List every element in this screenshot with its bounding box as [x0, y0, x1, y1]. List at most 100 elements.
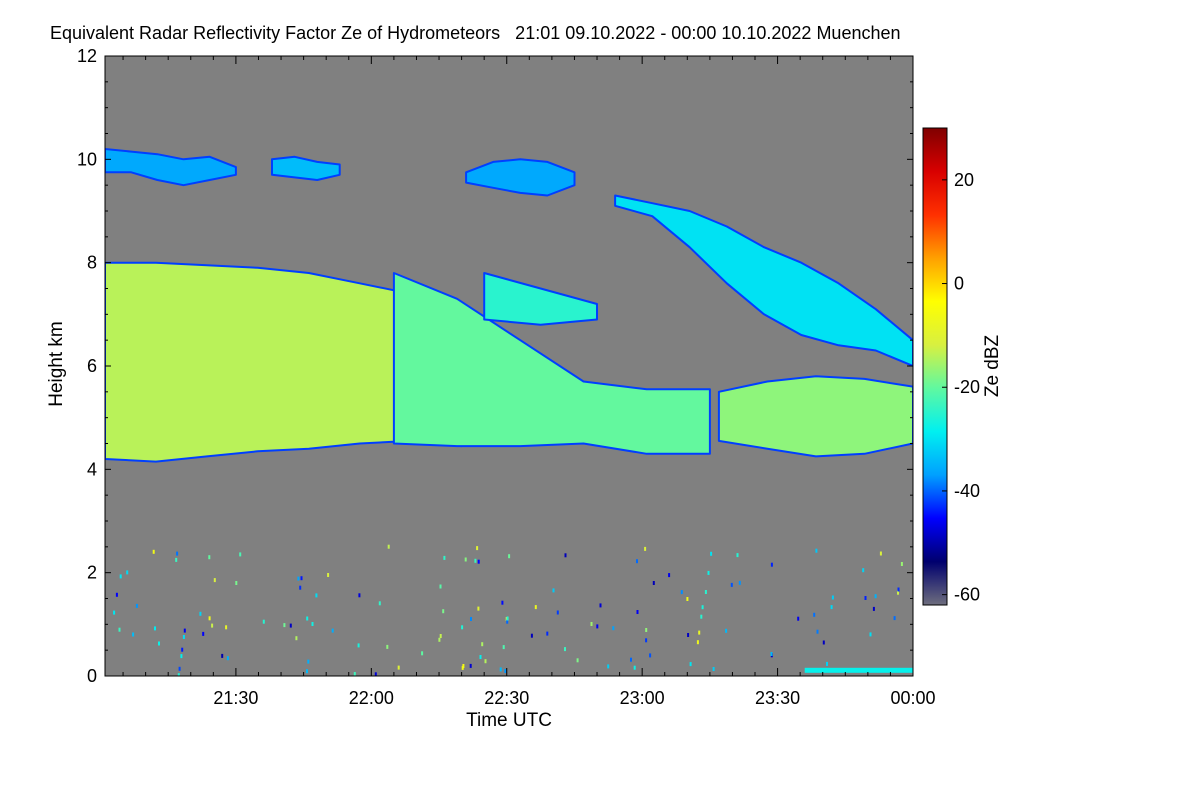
clutter-echo	[461, 665, 464, 670]
colorbar: 20 0 -20 -40 -60 Ze dBZ	[922, 127, 1003, 606]
clutter-echo	[152, 549, 155, 554]
clutter-echo	[736, 553, 739, 558]
clutter-echo	[872, 606, 875, 611]
x-tick-label: 23:00	[620, 688, 665, 708]
clutter-echo	[564, 553, 567, 558]
colorbar-ticks: 20 0 -20 -40 -60	[942, 170, 980, 605]
colorbar-tick-label: 0	[954, 274, 964, 294]
clutter-echo	[645, 638, 648, 643]
clutter-echo	[176, 551, 179, 556]
clutter-echo	[738, 580, 741, 585]
clutter-echo	[564, 647, 566, 652]
echo-layer	[483, 272, 598, 326]
clutter-echo	[725, 628, 728, 633]
clutter-echo	[299, 585, 302, 590]
clutter-echo	[479, 655, 482, 659]
clutter-echo	[862, 568, 865, 573]
clutter-echo	[826, 661, 828, 666]
clutter-echo	[175, 557, 178, 562]
clutter-echo	[211, 623, 214, 628]
clutter-echo	[180, 654, 183, 659]
y-tick-label: 4	[87, 459, 97, 479]
y-tick-label: 12	[77, 46, 97, 66]
echo-layer	[614, 194, 913, 367]
y-axis-label: Height km	[46, 321, 67, 407]
clutter-echo	[181, 647, 184, 652]
echo-layer	[105, 148, 237, 187]
clutter-echo	[636, 559, 638, 564]
clutter-echo	[311, 622, 314, 626]
clutter-echo	[202, 631, 205, 636]
clutter-echo	[225, 625, 228, 630]
clutter-echo	[546, 631, 549, 636]
clutter-echo	[506, 616, 509, 621]
clutter-echo	[590, 622, 593, 626]
clutter-echo	[534, 605, 537, 610]
clutter-echo	[552, 588, 555, 593]
clutter-echo	[830, 605, 833, 610]
clutter-echo	[208, 555, 211, 560]
clutter-echo	[315, 593, 318, 598]
x-tick-label: 23:30	[755, 688, 800, 708]
clutter-echo	[815, 548, 818, 553]
clutter-echo	[687, 633, 690, 637]
clutter-echo	[118, 627, 121, 632]
clutter-echo	[357, 643, 360, 648]
clutter-echo	[700, 614, 703, 619]
clutter-echo	[506, 619, 509, 624]
clutter-echo	[869, 632, 872, 637]
echo-layer	[392, 272, 711, 455]
clutter-echo	[730, 582, 733, 587]
x-tick-label: 22:30	[484, 688, 529, 708]
clutter-echo	[481, 642, 484, 647]
clutter-echo	[113, 610, 116, 615]
clutter-echo	[439, 634, 442, 638]
clutter-echo	[530, 633, 533, 638]
clutter-echo	[397, 665, 400, 670]
echo-layer	[271, 155, 341, 181]
clutter-echo	[177, 673, 180, 676]
clutter-echo	[300, 576, 303, 581]
clutter-echo	[182, 635, 185, 639]
clutter-echo	[701, 605, 704, 610]
clutter-echo	[338, 676, 340, 680]
clutter-echo	[262, 619, 265, 624]
y-axis: 0 2 4 6 8 10 12	[77, 46, 913, 686]
clutter-echo	[636, 610, 639, 614]
clutter-echo	[461, 625, 464, 630]
clutter-echo	[770, 562, 773, 567]
clutter-echo	[126, 570, 129, 575]
echo-layer	[717, 375, 913, 458]
clutter-echo	[499, 667, 502, 672]
colorbar-label: Ze dBZ	[982, 334, 1003, 397]
clutter-echo	[612, 626, 615, 631]
clutter-echo	[712, 667, 715, 671]
echo-layer	[465, 158, 576, 197]
clutter-echo	[306, 669, 308, 674]
chart-title: Equivalent Radar Reflectivity Factor Ze …	[50, 23, 901, 43]
clutter-echo	[680, 590, 683, 595]
clutter-echo	[295, 636, 298, 641]
clutter-echo	[822, 640, 825, 645]
colorbar-tick-label: -60	[954, 585, 980, 605]
clutter-echo	[686, 597, 689, 601]
clutter-echo	[831, 595, 834, 600]
clutter-echo	[508, 554, 511, 559]
y-tick-label: 6	[87, 356, 97, 376]
clutter-echo	[132, 632, 135, 637]
clutter-echo	[297, 576, 300, 581]
clutter-echo	[464, 557, 467, 562]
clutter-echo	[442, 609, 445, 614]
clutter-echo	[900, 562, 903, 566]
clutter-echo	[306, 616, 309, 621]
clutter-echo	[633, 665, 636, 670]
clutter-echo	[386, 644, 389, 649]
y-tick-label: 8	[87, 253, 97, 273]
clutter-echo	[239, 552, 242, 557]
colorbar-scale	[922, 127, 948, 606]
clutter-echo	[438, 637, 441, 642]
clutter-echoes	[113, 544, 913, 680]
plot-area	[104, 55, 914, 680]
